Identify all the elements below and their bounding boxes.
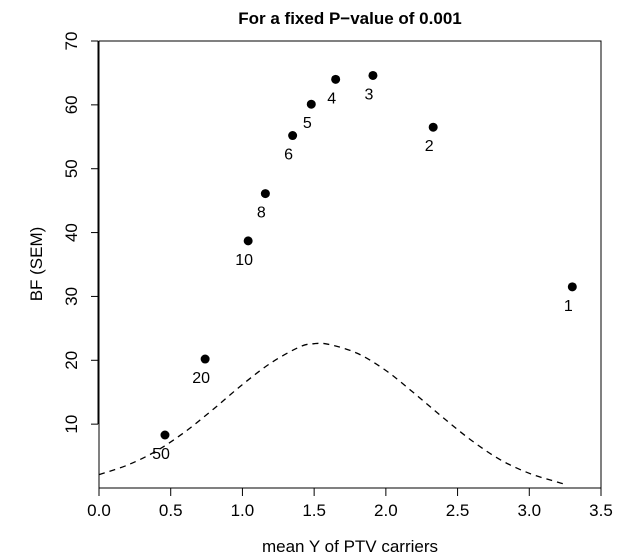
- point-label: 2: [425, 138, 434, 155]
- x-tick-label: 2.0: [374, 501, 398, 520]
- chart-title: For a fixed P−value of 0.001: [238, 9, 461, 28]
- x-axis-label: mean Y of PTV carriers: [262, 537, 438, 556]
- data-point: [428, 122, 438, 132]
- data-point: [243, 236, 253, 246]
- plot-frame: [98, 40, 602, 489]
- data-point: [160, 430, 170, 440]
- point-label: 8: [257, 205, 266, 222]
- point-label: 50: [152, 446, 170, 463]
- data-point: [331, 74, 341, 84]
- x-tick-label: 0.5: [159, 501, 183, 520]
- data-point: [260, 189, 270, 199]
- point-label: 5: [303, 115, 312, 132]
- y-tick-label: 60: [62, 95, 81, 114]
- x-axis: 0.0 0.5 1.0 1.5 2.0 2.5 3.0 3.5: [87, 487, 613, 520]
- x-tick-label: 1.0: [231, 501, 255, 520]
- y-tick-label: 30: [62, 287, 81, 306]
- point-label: 1: [564, 298, 573, 315]
- data-point: [288, 131, 298, 141]
- y-tick-label: 70: [62, 32, 81, 51]
- x-tick-label: 3.5: [589, 501, 613, 520]
- y-tick-label: 50: [62, 159, 81, 178]
- y-axis: 10 20 30 40 50 60 70: [62, 32, 99, 434]
- point-label: 6: [284, 147, 293, 164]
- dashed-reference-curve: [98, 342, 566, 485]
- point-label: 4: [327, 90, 336, 107]
- point-label: 3: [364, 86, 373, 103]
- data-points: 50 20 10 8 654 3 2 1: [152, 70, 577, 463]
- y-tick-label: 20: [62, 351, 81, 370]
- point-label: 10: [235, 252, 253, 269]
- data-point: [368, 70, 378, 80]
- y-axis-label: BF (SEM): [27, 227, 46, 302]
- data-point: [567, 282, 577, 292]
- data-point: [200, 354, 210, 364]
- point-label: 20: [192, 370, 210, 387]
- x-tick-label: 1.5: [302, 501, 326, 520]
- y-tick-label: 40: [62, 223, 81, 242]
- y-tick-label: 10: [62, 415, 81, 434]
- x-tick-label: 3.0: [517, 501, 541, 520]
- x-tick-label: 2.5: [446, 501, 470, 520]
- x-tick-label: 0.0: [87, 501, 111, 520]
- data-point: [306, 99, 316, 109]
